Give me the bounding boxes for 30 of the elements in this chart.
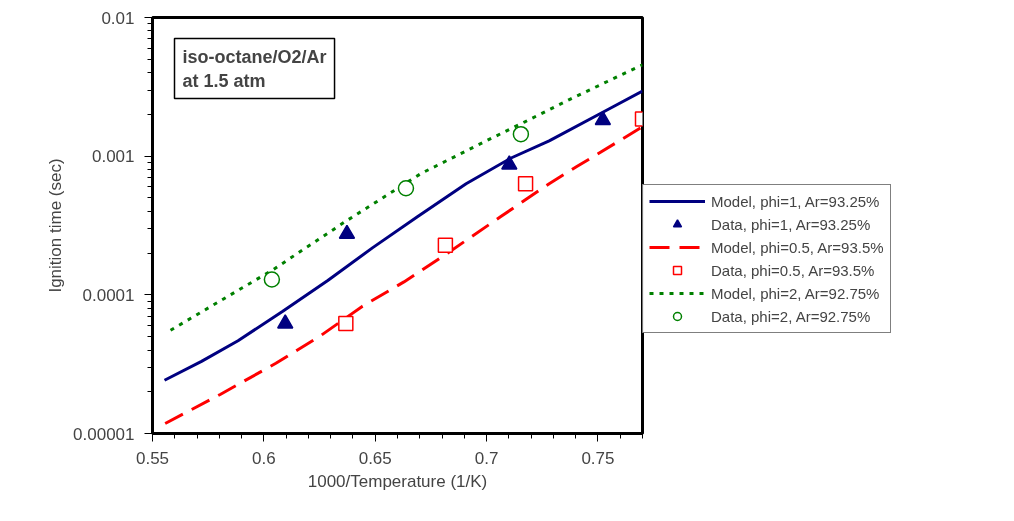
point <box>397 180 415 197</box>
legend-label: Model, phi=2, Ar=92.75% <box>711 284 880 302</box>
legend-label: Data, phi=2, Ar=92.75% <box>711 307 871 325</box>
legend-label: Data, phi=1, Ar=93.25% <box>711 215 871 233</box>
x-tick-label: 0.55 <box>135 448 170 468</box>
point <box>263 271 281 288</box>
legend-label: Model, phi=1, Ar=93.25% <box>711 192 880 210</box>
x-tick-label: 0.75 <box>581 448 615 468</box>
annotation: iso-octane/O2/Ar at 1.5 atm <box>182 46 327 91</box>
legend-label: Data, phi=0.5, Ar=93.5% <box>711 261 875 279</box>
point <box>338 315 354 332</box>
x-tick-label: 0.65 <box>358 448 392 468</box>
line-series <box>163 89 643 382</box>
x-axis-title: 1000/Temperature (1/K) <box>307 471 488 491</box>
x-tick-label: 0.7 <box>474 448 499 468</box>
point <box>338 224 356 239</box>
point <box>594 110 612 126</box>
line-series <box>169 63 643 332</box>
point <box>517 175 534 192</box>
legend-label: Model, phi=0.5, Ar=93.5% <box>711 238 884 256</box>
point <box>277 314 294 329</box>
x-tick-label: 0.6 <box>252 448 276 468</box>
y-tick-label: 0.00001 <box>73 424 135 444</box>
point <box>512 125 530 143</box>
y-axis-title: Ignition time (sec) <box>46 158 66 293</box>
y-tick-label: 0.0001 <box>82 285 135 305</box>
y-tick-label: 0.001 <box>91 147 135 167</box>
point <box>501 155 518 170</box>
point <box>437 237 454 253</box>
y-tick-label: 0.01 <box>101 8 135 28</box>
